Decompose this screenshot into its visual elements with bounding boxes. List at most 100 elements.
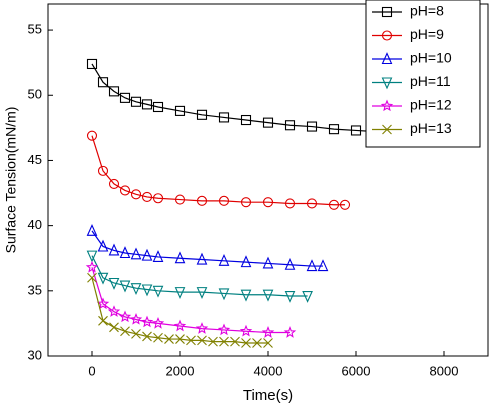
- marker: [240, 255, 252, 268]
- series-line: [91, 230, 323, 267]
- marker: [283, 325, 297, 338]
- marker: [196, 287, 208, 299]
- marker: [208, 336, 218, 347]
- legend-label: pH=11: [410, 73, 451, 89]
- marker: [174, 105, 186, 116]
- marker: [381, 77, 393, 90]
- marker: [141, 248, 153, 261]
- legend-label: pH=10: [410, 50, 452, 66]
- marker: [328, 124, 340, 135]
- marker: [97, 239, 109, 252]
- marker: [174, 194, 186, 205]
- marker: [381, 30, 393, 41]
- marker: [174, 251, 186, 264]
- marker: [284, 257, 296, 270]
- marker: [152, 193, 164, 204]
- marker: [108, 277, 120, 290]
- marker: [97, 272, 109, 285]
- marker: [217, 323, 231, 336]
- y-tick-label: 40: [28, 217, 42, 232]
- marker: [130, 283, 142, 296]
- marker: [175, 334, 185, 344]
- marker: [262, 256, 274, 269]
- marker: [195, 322, 209, 334]
- marker: [98, 315, 108, 326]
- marker: [86, 250, 98, 263]
- legend-label: pH=13: [410, 120, 452, 136]
- marker: [284, 198, 296, 209]
- marker: [130, 247, 142, 260]
- marker: [350, 125, 362, 136]
- x-tick-label: 2000: [166, 363, 195, 378]
- marker: [306, 121, 318, 132]
- marker: [262, 289, 274, 302]
- series-line: [91, 267, 290, 334]
- y-tick-label: 55: [28, 22, 42, 37]
- marker: [381, 52, 393, 65]
- marker: [382, 124, 392, 135]
- marker: [152, 285, 164, 298]
- marker: [141, 99, 153, 110]
- marker: [252, 338, 262, 348]
- legend-box: [365, 0, 481, 148]
- marker: [262, 117, 274, 128]
- marker: [339, 199, 351, 210]
- marker: [131, 328, 141, 339]
- marker: [152, 101, 164, 113]
- x-tick-label: 6000: [342, 363, 371, 378]
- marker: [240, 289, 252, 302]
- marker: [109, 322, 119, 333]
- y-axis-label: Surface Tension(mN/m): [3, 107, 19, 254]
- marker: [328, 199, 340, 210]
- marker: [142, 331, 152, 342]
- series-line: [91, 135, 345, 206]
- marker: [186, 335, 196, 346]
- y-tick-label: 45: [28, 152, 42, 167]
- marker: [317, 259, 329, 272]
- legend-label: pH=9: [410, 26, 444, 42]
- marker: [86, 224, 98, 236]
- marker: [240, 197, 252, 208]
- marker: [381, 6, 393, 18]
- marker: [151, 316, 165, 329]
- marker: [164, 334, 174, 344]
- marker: [119, 246, 131, 259]
- marker: [85, 260, 99, 273]
- marker: [118, 310, 132, 323]
- marker: [153, 332, 163, 343]
- marker: [196, 195, 208, 206]
- marker: [108, 86, 120, 97]
- x-tick-label: 8000: [430, 363, 459, 378]
- marker: [284, 120, 296, 131]
- marker: [380, 99, 394, 112]
- y-tick-label: 35: [28, 282, 42, 297]
- marker: [119, 92, 131, 103]
- marker: [152, 250, 164, 262]
- marker: [284, 290, 296, 303]
- marker: [108, 243, 120, 256]
- marker: [119, 280, 131, 293]
- marker: [196, 252, 208, 265]
- marker: [130, 96, 142, 107]
- marker: [173, 319, 187, 332]
- marker: [141, 191, 153, 202]
- marker: [241, 338, 251, 348]
- marker: [87, 272, 97, 283]
- x-axis-label: Time(s): [243, 387, 293, 404]
- marker: [262, 197, 274, 208]
- marker: [218, 112, 230, 123]
- marker: [96, 297, 110, 310]
- marker: [174, 287, 186, 299]
- marker: [197, 335, 207, 346]
- x-tick-label: 0: [88, 363, 95, 378]
- marker: [219, 336, 229, 347]
- marker: [108, 178, 120, 189]
- marker: [141, 284, 153, 297]
- marker: [240, 114, 252, 126]
- marker: [130, 189, 142, 200]
- marker: [119, 185, 131, 196]
- marker: [218, 195, 230, 206]
- legend-label: pH=12: [410, 97, 452, 113]
- marker: [97, 77, 109, 88]
